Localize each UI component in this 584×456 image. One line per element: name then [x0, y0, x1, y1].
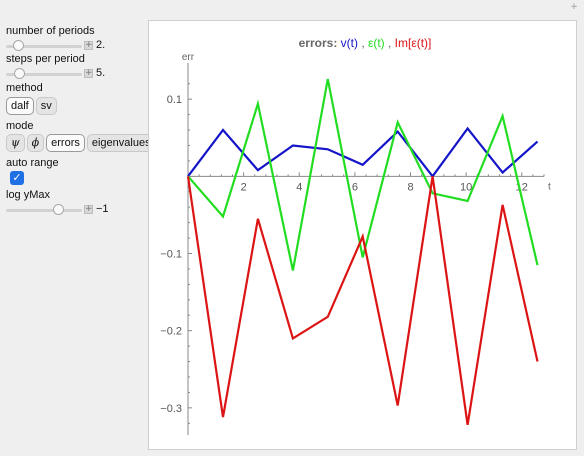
- x-tick-label: 2: [241, 181, 247, 193]
- x-tick-label: 8: [407, 181, 413, 193]
- method-label: method: [6, 82, 43, 94]
- mode-option-psi[interactable]: ψ: [6, 134, 25, 152]
- steps-slider-thumb[interactable]: [13, 68, 25, 79]
- auto-range-checkbox[interactable]: ✓: [10, 171, 24, 185]
- window-top-bar: +: [0, 0, 584, 14]
- steps-label: steps per period: [6, 53, 85, 65]
- steps-value: 5.: [96, 67, 106, 79]
- x-tick-label: 4: [296, 181, 302, 193]
- chart-title-prefix: errors:: [299, 36, 341, 50]
- periods-value: 2.: [96, 39, 106, 51]
- mode-selector: ψ ϕ errors eigenvalues: [6, 134, 158, 152]
- mode-option-phi[interactable]: ϕ: [26, 134, 45, 152]
- mode-option-eigenvalues[interactable]: eigenvalues: [86, 134, 156, 152]
- y-tick-label: 0.1: [167, 94, 182, 106]
- periods-slider[interactable]: + 2.: [6, 39, 148, 53]
- chart-title-part: ,: [385, 36, 392, 50]
- series-line-0: [187, 126, 539, 179]
- series-line-2: [186, 176, 539, 425]
- y-tick-label: −0.3: [160, 403, 182, 415]
- y-tick-label: −0.1: [160, 249, 182, 261]
- chart-title-part: ,: [358, 36, 365, 50]
- series-line-1: [187, 78, 539, 271]
- auto-range-label: auto range: [6, 157, 59, 169]
- log-ymax-slider-track[interactable]: [6, 209, 82, 212]
- x-tick-label: 6: [352, 181, 358, 193]
- chart-title-part: ε(t): [365, 36, 385, 50]
- log-ymax-slider[interactable]: + −1: [6, 203, 148, 217]
- periods-label: number of periods: [6, 25, 95, 37]
- chart-title-part: Im[ε(t)]: [391, 36, 431, 50]
- plot-panel: 2 4 6 8 10 12 0.1 −0.1 −0.2 −0.3 err t errors: v(t) …: [148, 20, 577, 450]
- plus-icon[interactable]: +: [570, 2, 578, 12]
- log-ymax-value: −1: [96, 203, 109, 215]
- log-ymax-slider-thumb[interactable]: [52, 204, 64, 215]
- mode-label: mode: [6, 120, 34, 132]
- method-selector: dalf sv: [6, 97, 59, 115]
- y-axis-label: err: [182, 52, 195, 63]
- chart-title-part: v(t): [341, 36, 358, 50]
- chart-title: errors: v(t) , ε(t) , Im[ε(t)]: [299, 36, 432, 50]
- steps-slider-track[interactable]: [6, 73, 82, 76]
- periods-expand-icon[interactable]: +: [84, 40, 93, 50]
- periods-slider-track[interactable]: [6, 45, 82, 48]
- method-option-dalf[interactable]: dalf: [6, 97, 34, 115]
- periods-slider-thumb[interactable]: [12, 40, 24, 51]
- mode-option-errors[interactable]: errors: [46, 134, 85, 152]
- method-option-sv[interactable]: sv: [35, 97, 57, 115]
- x-tick-label: 10: [460, 181, 472, 193]
- y-tick-label: −0.2: [160, 326, 182, 338]
- log-ymax-label: log yMax: [6, 189, 51, 201]
- log-ymax-expand-icon[interactable]: +: [84, 204, 93, 214]
- x-axis-label: t: [548, 181, 551, 192]
- steps-expand-icon[interactable]: +: [84, 68, 93, 78]
- steps-slider[interactable]: + 5.: [6, 67, 148, 81]
